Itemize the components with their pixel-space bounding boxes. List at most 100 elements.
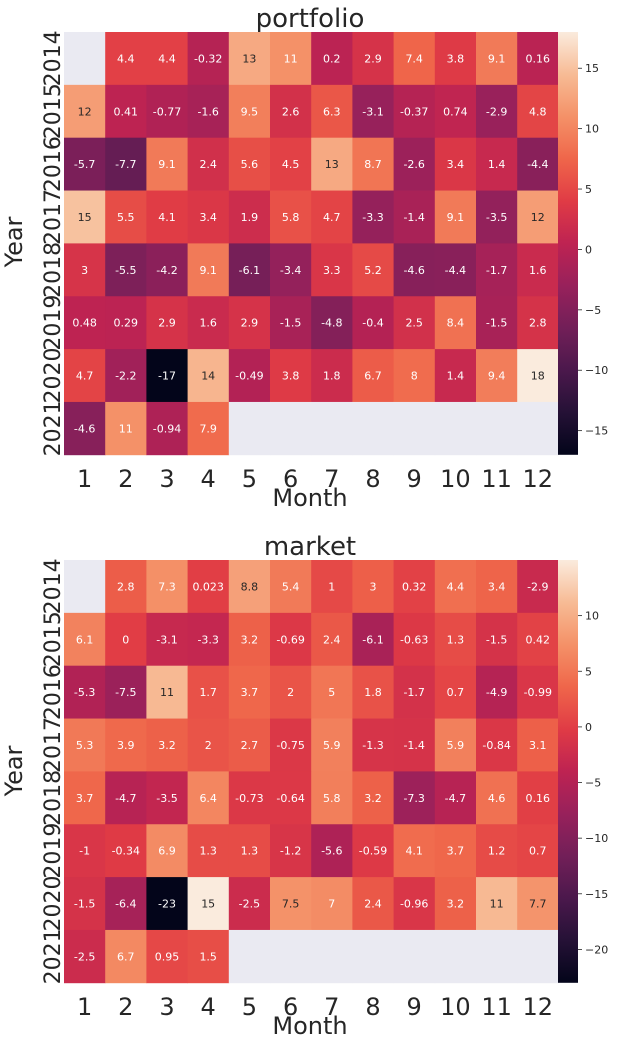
- x-tick-label: 3: [159, 993, 174, 1021]
- cell-value-label: 7: [328, 898, 335, 911]
- heatmap-cell: [352, 243, 394, 297]
- cell-value-label: -0.32: [194, 52, 222, 65]
- heatmap-cell: [105, 84, 147, 139]
- y-tick-label: 2015: [41, 83, 66, 139]
- heatmap-cell: [476, 612, 518, 667]
- heatmap-cell: [270, 771, 312, 825]
- cell-value-label: 13: [325, 158, 339, 171]
- cell-value-label: 2.9: [364, 52, 382, 65]
- heatmap-cell: [393, 560, 436, 614]
- cell-value-label: -1.5: [486, 317, 507, 330]
- cell-value-label: -7.3: [403, 792, 424, 805]
- cell-value-label: -17: [158, 370, 176, 383]
- cell-value-label: 7.9: [199, 422, 217, 435]
- cell-value-label: 6.1: [76, 633, 94, 646]
- heatmap-cell: [270, 665, 312, 719]
- heatmap-cell: [311, 190, 353, 244]
- cell-value-label: 11: [284, 52, 298, 65]
- heatmap-cell: [476, 296, 518, 350]
- cell-value-label: -3.3: [197, 633, 218, 646]
- heatmap-cell: [146, 877, 188, 931]
- y-tick-label: 2014: [41, 30, 66, 86]
- heatmap-cell: [476, 877, 518, 931]
- x-axis-ticks: 1 2 3 4 5 6 7 8 9 10 11 12: [77, 993, 553, 1021]
- heatmap-cell: [352, 612, 394, 667]
- heatmap-cell: [228, 32, 271, 86]
- y-tick-label: 2016: [41, 664, 66, 720]
- heatmap-cell: [270, 401, 312, 456]
- cell-value-label: 0.32: [402, 580, 427, 593]
- cell-value-label: 5: [328, 686, 335, 699]
- x-tick-label: 3: [159, 465, 174, 493]
- colorbar-tick-label: −10: [585, 364, 608, 377]
- cell-value-label: 0.74: [443, 105, 468, 118]
- heatmap-cell: [476, 718, 518, 772]
- heatmap-cell: [64, 612, 106, 667]
- heatmap-cell: [146, 665, 188, 719]
- cell-value-label: 6.7: [364, 370, 382, 383]
- heatmap-cell: [352, 190, 394, 244]
- heatmap-cell: [270, 877, 312, 931]
- cell-value-label: -4.4: [445, 264, 466, 277]
- heatmap-cell: [105, 137, 147, 191]
- heatmap-cell: [146, 824, 188, 878]
- cell-value-label: -4.9: [486, 686, 507, 699]
- heatmap-cell: [146, 612, 188, 667]
- cell-value-label: 3.8: [447, 52, 465, 65]
- cell-value-label: 2.8: [117, 580, 135, 593]
- heatmap-cell: [476, 190, 518, 244]
- cell-value-label: 0.7: [529, 845, 547, 858]
- x-tick-label: 8: [365, 465, 380, 493]
- cell-value-label: 4.4: [447, 580, 465, 593]
- cell-value-label: -4.4: [527, 158, 548, 171]
- heatmap-cell: [105, 243, 147, 297]
- cell-value-label: -4.2: [156, 264, 177, 277]
- cell-value-label: 2.5: [405, 317, 423, 330]
- cell-value-label: 11: [490, 898, 504, 911]
- colorbar-tick-label: −15: [585, 888, 608, 901]
- heatmap-cell: [476, 401, 518, 456]
- cell-value-label: -1.2: [280, 845, 301, 858]
- heatmap-cell: [64, 929, 106, 984]
- cell-value-label: 1.4: [488, 158, 506, 171]
- colorbar-gradient: [558, 32, 578, 455]
- cell-value-label: 2.8: [529, 317, 547, 330]
- heatmap-cell: [270, 929, 312, 984]
- heatmap-cell: [311, 665, 353, 719]
- heatmap-cell: [187, 401, 230, 456]
- cell-value-label: -0.73: [235, 792, 263, 805]
- x-tick-label: 1: [77, 993, 92, 1021]
- heatmap-cell: [517, 84, 559, 139]
- heatmap-cell: [434, 718, 477, 772]
- cell-value-label: -4.8: [321, 317, 342, 330]
- cell-value-label: 1.7: [199, 686, 217, 699]
- heatmap-cell: [434, 665, 477, 719]
- cell-value-label: 2.4: [199, 158, 217, 171]
- cell-value-label: 0.95: [155, 950, 180, 963]
- heatmap-cell: [187, 718, 230, 772]
- cell-value-label: -1.4: [403, 739, 424, 752]
- heatmap-cell: [434, 824, 477, 878]
- heatmap-cell: [228, 137, 271, 191]
- cell-value-label: 11: [160, 686, 174, 699]
- heatmap-cell: [270, 718, 312, 772]
- cell-value-label: -0.99: [524, 686, 552, 699]
- cell-value-label: 14: [201, 370, 215, 383]
- heatmap-cell: [393, 771, 436, 825]
- cell-value-label: -2.5: [239, 898, 260, 911]
- heatmap-cell: [228, 929, 271, 984]
- heatmap-cell: [476, 929, 518, 984]
- x-tick-label: 6: [283, 993, 298, 1021]
- y-tick-label: 2020: [41, 348, 66, 404]
- heatmap-cell: [270, 243, 312, 297]
- heatmap-cell: [146, 349, 188, 403]
- y-axis-label: Year: [0, 216, 28, 268]
- cell-value-label: 1: [328, 580, 335, 593]
- cell-value-label: 1.8: [323, 370, 341, 383]
- heatmap-cell: [105, 877, 147, 931]
- heatmap-cell: [311, 560, 353, 614]
- cell-value-label: -1.6: [197, 105, 218, 118]
- cell-value-label: -1.5: [280, 317, 301, 330]
- x-tick-label: 4: [201, 465, 216, 493]
